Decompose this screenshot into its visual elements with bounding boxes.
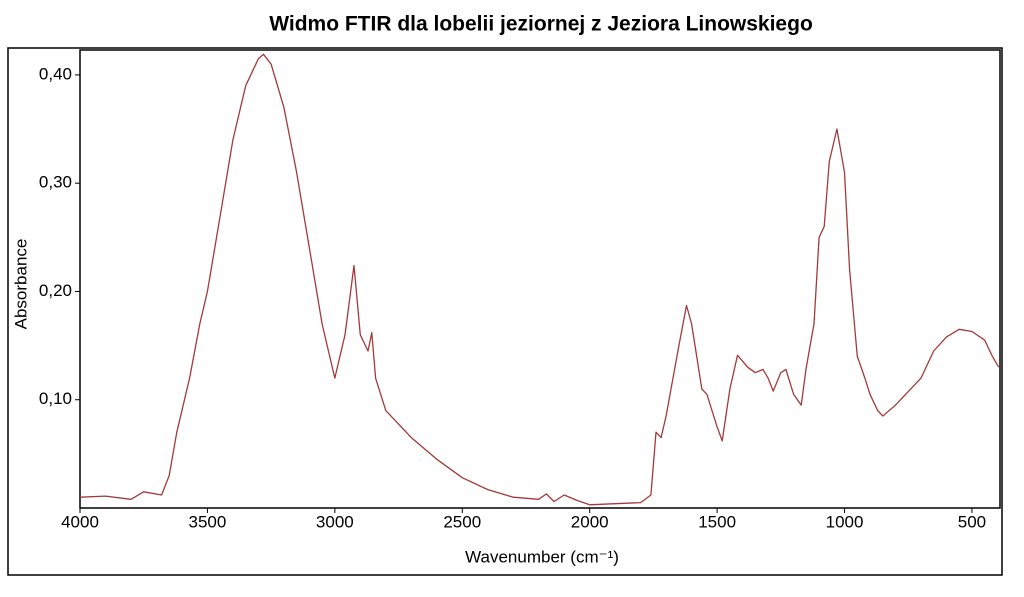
x-tick-label: 2500: [443, 512, 481, 531]
y-tick-label: 0,10: [39, 389, 72, 408]
plot-area: [79, 49, 1001, 509]
x-tick-label: 2000: [571, 512, 609, 531]
x-tick-label: 500: [958, 512, 986, 531]
x-tick-label: 4000: [61, 512, 99, 531]
spectrum-line: [79, 53, 1000, 506]
chart-title: Widmo FTIR dla lobelii jeziornej z Jezio…: [269, 13, 813, 36]
x-tick-label: 1500: [698, 512, 736, 531]
y-tick-label: 0,30: [39, 173, 72, 192]
x-tick-label: 3000: [316, 512, 354, 531]
x-tick-label: 3500: [189, 512, 227, 531]
y-axis-label: Absorbance: [11, 239, 30, 330]
x-tick-label: 1000: [826, 512, 864, 531]
y-tick-label: 0,20: [39, 281, 72, 300]
x-axis-label: Wavenumber (cm⁻¹): [465, 547, 619, 566]
y-tick-label: 0,40: [39, 64, 72, 83]
frame: [7, 47, 1003, 576]
